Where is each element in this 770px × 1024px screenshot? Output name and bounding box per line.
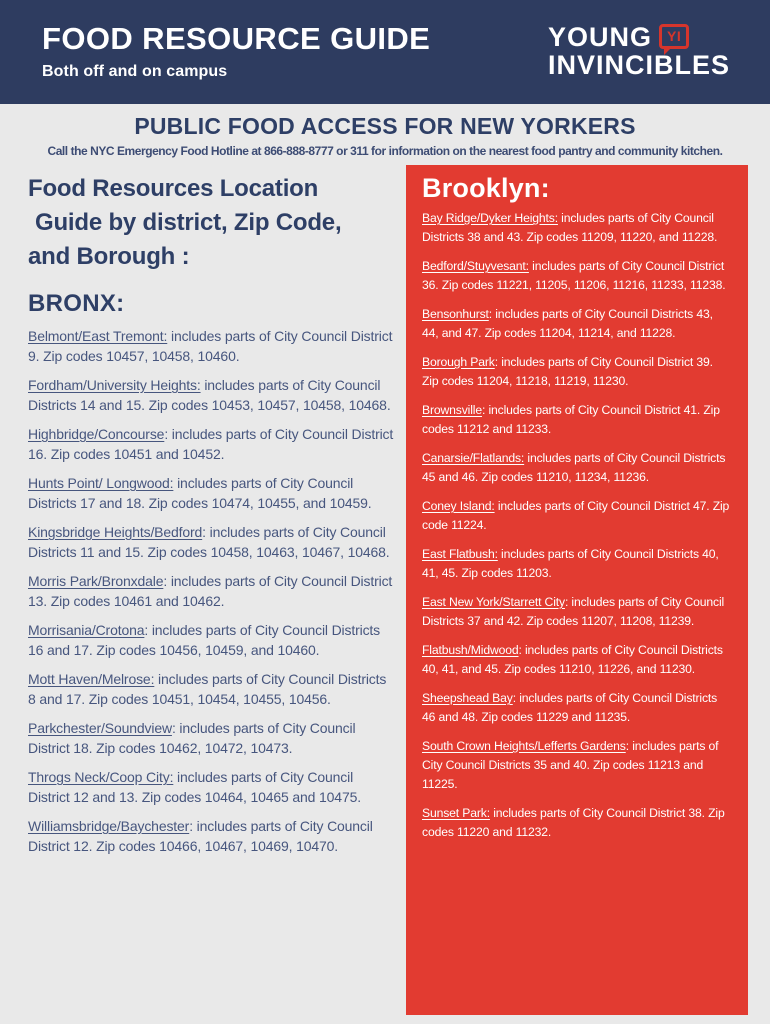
entry-text: includes parts of City Council District … [422,806,725,839]
list-item: East Flatbush: includes parts of City Co… [422,545,732,583]
neighborhood-name: Highbridge/Concourse [28,426,165,442]
neighborhood-name: Throgs Neck/Coop City: [28,769,174,785]
neighborhood-name: Brownsville [422,403,482,417]
entry-text: includes parts of City Council District … [422,259,726,292]
bronx-entry-list: Belmont/East Tremont: includes parts of … [28,327,396,856]
entry-text: includes parts of City Council Districts… [422,211,718,244]
entry-text: includes parts of City Council District … [28,328,393,364]
list-item: Throgs Neck/Coop City: includes parts of… [28,768,396,807]
neighborhood-name: Bensonhurst [422,307,489,321]
bronx-column: Food Resources Location Guide by distric… [28,172,396,866]
entry-text: : includes parts of City Council Distric… [422,691,718,724]
bronx-heading: BRONX: [28,290,125,317]
header-banner: FOOD RESOURCE GUIDE Both off and on camp… [0,0,770,104]
list-item: Flatbush/Midwood: includes parts of City… [422,641,732,679]
list-item: Bensonhurst: includes parts of City Coun… [422,305,732,343]
entry-text: : includes parts of City Council Distric… [28,426,394,462]
entry-text: : includes parts of City Council Distric… [422,739,719,791]
list-item: Canarsie/Flatlands: includes parts of Ci… [422,449,732,487]
list-item: Williamsbridge/Baychester: includes part… [28,817,396,856]
subheader-strip: PUBLIC FOOD ACCESS FOR NEW YORKERS Call … [0,104,770,158]
hotline-text: Call the NYC Emergency Food Hotline at 8… [47,144,723,158]
list-item: Belmont/East Tremont: includes parts of … [28,327,396,366]
list-item: Hunts Point/ Longwood: includes parts of… [28,474,396,513]
entry-text: : includes parts of City Council Distric… [28,720,356,756]
entry-text: includes parts of City Council District … [28,769,361,805]
entry-text: : includes parts of City Council Distric… [422,355,713,388]
yi-speech-bubble-icon: YI [658,23,690,55]
list-item: Fordham/University Heights: includes par… [28,376,396,415]
intro-line-3: and Borough : [28,243,190,270]
list-item: Parkchester/Soundview: includes parts of… [28,719,396,758]
list-item: Sunset Park: includes parts of City Coun… [422,804,732,842]
list-item: South Crown Heights/Lefferts Gardens: in… [422,737,732,794]
list-item: Mott Haven/Melrose: includes parts of Ci… [28,670,396,709]
list-item: Morrisania/Crotona: includes parts of Ci… [28,621,396,660]
logo-word-invincibles: INVINCIBLES [547,50,730,80]
header-titles: FOOD RESOURCE GUIDE Both off and on camp… [42,23,430,81]
neighborhood-name: Coney Island: [422,499,495,513]
list-item: Brownsville: includes parts of City Coun… [422,401,732,439]
neighborhood-name: Canarsie/Flatlands: [422,451,525,465]
neighborhood-name: Bedford/Stuyvesant: [422,259,529,273]
neighborhood-name: Flatbush/Midwood [422,643,519,657]
neighborhood-name: Williamsbridge/Baychester [28,818,190,834]
entry-text: includes parts of City Council Districts… [422,451,726,484]
neighborhood-name: Kingsbridge Heights/Bedford [28,524,203,540]
neighborhood-name: Sheepshead Bay [422,691,513,705]
neighborhood-name: Bay Ridge/Dyker Heights: [422,211,558,225]
entry-text: : includes parts of City Council Distric… [28,524,390,560]
brooklyn-panel: Brooklyn: Bay Ridge/Dyker Heights: inclu… [406,165,748,1015]
neighborhood-name: Parkchester/Soundview [28,720,172,736]
list-item: East New York/Starrett City: includes pa… [422,593,732,631]
intro-line-2: Guide by district, Zip Code, [35,209,342,236]
neighborhood-name: South Crown Heights/Lefferts Gardens [422,739,626,753]
neighborhood-name: Morris Park/Bronxdale [28,573,164,589]
list-item: Bay Ridge/Dyker Heights: includes parts … [422,209,732,247]
list-item: Borough Park: includes parts of City Cou… [422,353,732,391]
entry-text: includes parts of City Council Districts… [28,671,387,707]
list-item: Sheepshead Bay: includes parts of City C… [422,689,732,727]
page-subtitle: Both off and on campus [42,62,228,80]
intro-heading: Food Resources Location Guide by distric… [28,172,396,274]
entry-text: : includes parts of City Council Distric… [28,573,393,609]
entry-text: includes parts of City Council District … [422,499,730,532]
entry-text: : includes parts of City Council Distric… [422,643,723,676]
list-item: Coney Island: includes parts of City Cou… [422,497,732,535]
list-item: Bedford/Stuyvesant: includes parts of Ci… [422,257,732,295]
logo-word-young: YOUNG [547,22,652,53]
brooklyn-heading: Brooklyn: [422,173,550,203]
speech-bubble-tail-icon [663,45,673,55]
yi-badge-letters: YI [666,27,682,44]
list-item: Morris Park/Bronxdale: includes parts of… [28,572,396,611]
neighborhood-name: Mott Haven/Melrose: [28,671,155,687]
neighborhood-name: Belmont/East Tremont: [28,328,168,344]
neighborhood-name: East Flatbush: [422,547,498,561]
logo-top-row: YOUNG YI [547,22,730,55]
entry-text: : includes parts of City Council Distric… [422,595,725,628]
entry-text: : includes parts of City Council Distric… [28,622,381,658]
neighborhood-name: Borough Park [422,355,495,369]
neighborhood-name: East New York/Starrett City [422,595,565,609]
entry-text: includes parts of City Council Districts… [422,547,719,580]
entry-text: : includes parts of City Council Distric… [28,818,373,854]
list-item: Highbridge/Concourse: includes parts of … [28,425,396,464]
neighborhood-name: Hunts Point/ Longwood: [28,475,174,491]
neighborhood-name: Fordham/University Heights: [28,377,201,393]
entry-text: includes parts of City Council Districts… [28,377,391,413]
brooklyn-entry-list: Bay Ridge/Dyker Heights: includes parts … [422,209,732,842]
page-title: FOOD RESOURCE GUIDE [42,21,431,57]
entry-text: : includes parts of City Council Distric… [422,403,720,436]
section-heading: PUBLIC FOOD ACCESS FOR NEW YORKERS [134,113,636,139]
intro-line-1: Food Resources Location [28,175,319,202]
neighborhood-name: Morrisania/Crotona [28,622,145,638]
neighborhood-name: Sunset Park: [422,806,490,820]
young-invincibles-logo: YOUNG YI INVINCIBLES [547,22,730,80]
entry-text: includes parts of City Council Districts… [28,475,372,511]
entry-text: : includes parts of City Council Distric… [422,307,713,340]
list-item: Kingsbridge Heights/Bedford: includes pa… [28,523,396,562]
